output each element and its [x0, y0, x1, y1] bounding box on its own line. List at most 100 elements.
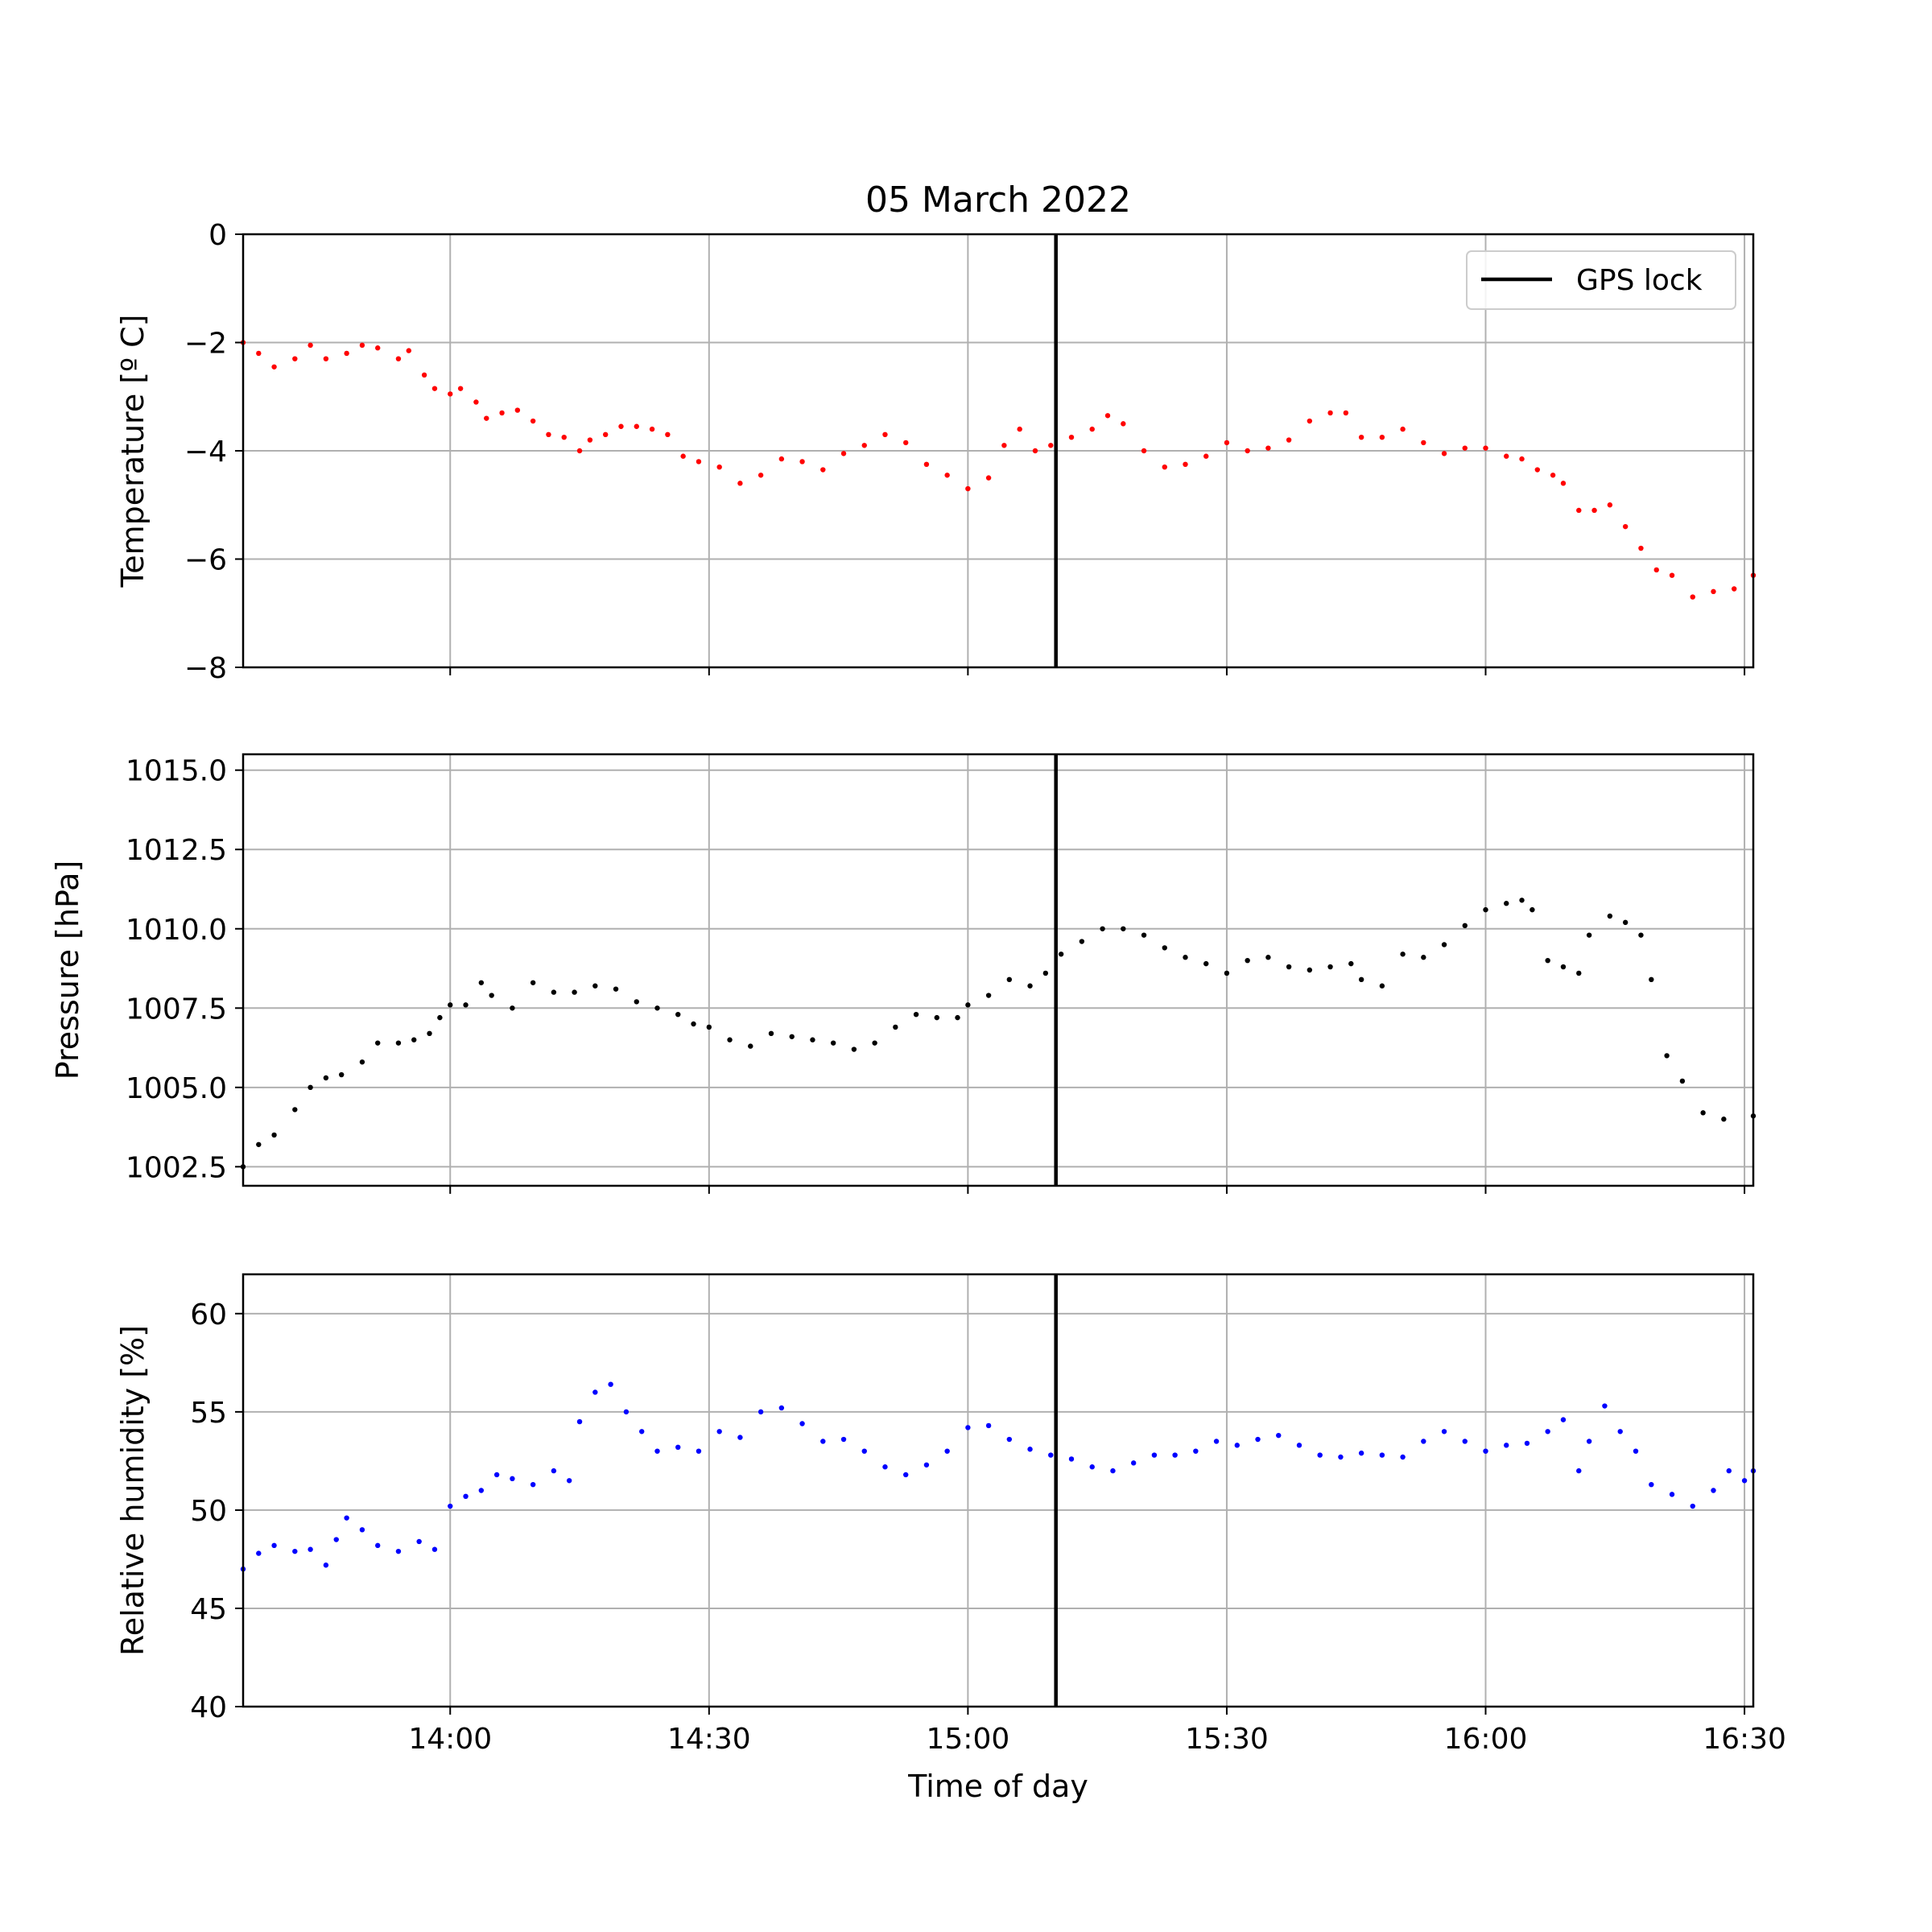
temperature-data-point — [985, 475, 992, 481]
temperature-data-point — [323, 356, 329, 361]
temperature-y-tick-label: −8 — [184, 652, 227, 685]
pressure-data-point — [985, 993, 992, 998]
humidity-data-point — [1617, 1429, 1623, 1435]
pressure-data-point — [1203, 960, 1209, 967]
pressure-data-point — [872, 1040, 877, 1046]
humidity-data-point — [1483, 1448, 1488, 1454]
temperature-data-point — [799, 459, 805, 464]
temperature-data-point — [1141, 448, 1147, 454]
humidity-data-point — [333, 1537, 339, 1542]
pressure-data-point — [675, 1011, 681, 1018]
humidity-data-point — [965, 1425, 971, 1430]
pressure-data-point — [1183, 955, 1188, 960]
humidity-axes-frame — [242, 1273, 1755, 1708]
humidity-data-point — [639, 1429, 645, 1435]
pressure-data-point — [691, 1021, 696, 1027]
temperature-data-point — [716, 464, 722, 470]
pressure-data-point — [292, 1107, 298, 1113]
humidity-data-point — [592, 1389, 598, 1395]
temperature-series — [240, 340, 1757, 600]
humidity-data-point — [903, 1472, 909, 1478]
humidity-data-point — [359, 1527, 365, 1533]
pressure-y-tick-label: 1005.0 — [126, 1072, 227, 1105]
pressure-data-point — [1027, 983, 1033, 989]
humidity-data-point — [1441, 1429, 1447, 1435]
pressure-data-point — [1649, 976, 1654, 983]
humidity-data-point — [375, 1542, 381, 1549]
temperature-data-point — [1504, 453, 1509, 459]
panels: 0 −2 −4 −6 −8 Temperature [º C] GPS lock 1002.5… — [50, 219, 1786, 1756]
pressure-data-point — [1462, 923, 1468, 929]
pressure-data-point — [1265, 955, 1271, 960]
pressure-data-point — [1576, 970, 1582, 976]
pressure-data-point — [1379, 983, 1385, 989]
temperature-data-point — [618, 423, 624, 429]
temperature-data-point — [1441, 451, 1447, 456]
humidity-y-tick-label: 55 — [190, 1397, 227, 1430]
humidity-data-point — [696, 1448, 702, 1454]
temperature-data-point — [1032, 448, 1038, 454]
temperature-data-point — [473, 399, 479, 405]
pressure-data-point — [727, 1037, 733, 1042]
pressure-data-point — [375, 1040, 381, 1046]
humidity-data-point — [551, 1468, 557, 1474]
temperature-data-point — [882, 431, 888, 438]
temperature-data-point — [1653, 567, 1659, 573]
temperature-data-point — [778, 456, 785, 462]
humidity-data-point — [1213, 1439, 1220, 1444]
pressure-data-point — [1721, 1117, 1727, 1122]
pressure-data-point — [478, 980, 485, 985]
humidity-data-point — [292, 1548, 298, 1554]
temperature-data-point — [903, 440, 909, 446]
humidity-y-tick-label: 60 — [190, 1298, 227, 1331]
humidity-data-point — [1358, 1450, 1364, 1456]
pressure-data-point — [955, 1014, 960, 1021]
pressure-data-point — [613, 986, 619, 992]
pressure-data-point — [1079, 939, 1085, 944]
pressure-data-point — [830, 1040, 836, 1046]
humidity-y-axis-label: Relative humidity [%] — [115, 1325, 151, 1656]
temperature-data-point — [1183, 461, 1188, 468]
humidity-data-point — [1633, 1448, 1639, 1454]
pressure-y-tick-label: 1007.5 — [126, 993, 227, 1026]
pressure-data-point — [551, 989, 557, 995]
humidity-data-point — [1524, 1440, 1530, 1447]
pressure-data-point — [810, 1037, 815, 1042]
humidity-data-point — [416, 1538, 422, 1545]
pressure-data-point — [1679, 1078, 1686, 1084]
temperature-data-point — [1550, 473, 1556, 478]
pressure-data-point — [1042, 970, 1049, 976]
temperature-data-point — [696, 459, 702, 464]
temperature-data-point — [680, 453, 686, 459]
temperature-data-point — [1732, 586, 1737, 592]
pressure-data-point — [572, 989, 577, 995]
temperature-data-point — [665, 431, 671, 438]
temperature-data-point — [484, 415, 489, 421]
humidity-data-point — [1255, 1436, 1261, 1443]
temperature-data-point — [840, 451, 847, 456]
humidity-data-point — [1741, 1478, 1748, 1484]
pressure-series — [240, 898, 1757, 1170]
pressure-data-point — [1483, 906, 1488, 913]
humidity-data-point — [530, 1481, 536, 1488]
x-tick-label: 15:00 — [927, 1723, 1010, 1756]
humidity-data-point — [1504, 1443, 1509, 1448]
temperature-data-point — [530, 418, 536, 424]
temperature-data-point — [395, 356, 402, 361]
legend: GPS lock — [1466, 250, 1736, 310]
temperature-data-point — [1265, 445, 1271, 451]
pressure-data-point — [1519, 898, 1525, 903]
pressure-data-point — [851, 1046, 857, 1052]
pressure-data-point — [1441, 942, 1447, 947]
temperature-y-tick-label: −6 — [184, 544, 227, 577]
humidity-data-point — [623, 1409, 630, 1415]
pressure-data-point — [1560, 964, 1567, 970]
humidity-data-point — [1669, 1492, 1675, 1497]
pressure-data-point — [338, 1071, 345, 1078]
pressure-data-point — [1286, 964, 1292, 970]
temperature-data-point — [1519, 456, 1525, 462]
temperature-data-point — [1001, 443, 1007, 448]
temperature-data-point — [359, 342, 365, 349]
temperature-data-point — [1483, 445, 1488, 451]
